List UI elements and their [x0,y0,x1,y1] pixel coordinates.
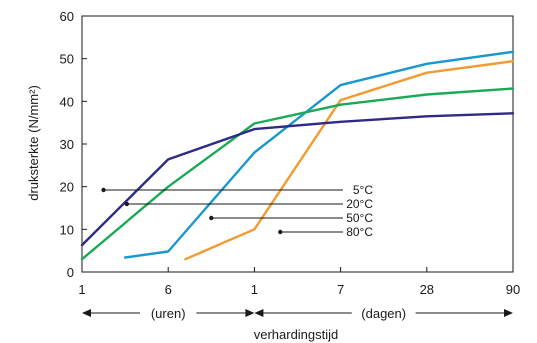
x-tick-label: 1 [251,282,258,297]
leader-dot [278,229,283,235]
series-line-20c [80,87,515,261]
y-tick-label: 10 [60,222,74,237]
y-tick-label: 20 [60,180,74,195]
series-lines [80,50,515,261]
y-tick-label: 60 [60,9,74,24]
x-tick-label: 90 [506,282,520,297]
time-ranges: (uren) (dagen) [82,306,513,321]
range-arrow-left [254,309,264,317]
y-tick-label: 40 [60,94,74,109]
series-line-5c [80,112,515,247]
series-label: 5°C [353,183,373,197]
y-tick-label: 30 [60,137,74,152]
series-line-80c [184,60,515,261]
y-tick-label: 50 [60,52,74,67]
x-axis-title: verhardingstijd [254,327,339,342]
series-labels: 5°C20°C50°C80°C [101,183,373,239]
series-label: 50°C [346,211,373,225]
range-label: (uren) [151,306,186,321]
x-tick-label: 1 [78,282,85,297]
range-arrow-right [245,309,255,317]
x-tick-label: 7 [337,282,344,297]
series-line-50c [123,50,515,259]
x-tick-label: 28 [420,282,434,297]
leader-dot [101,187,106,193]
leader-dot [209,215,214,221]
series-label: 20°C [346,197,373,211]
y-axis-title: druksterkte (N/mm²) [26,85,41,201]
plot-frame [81,15,514,273]
leader-dot [124,201,130,207]
range-arrow-right [504,309,513,317]
x-tick-label: 6 [165,282,172,297]
range-arrow-left [82,309,91,317]
y-tick-label: 0 [67,265,74,280]
range-label: (dagen) [361,306,406,321]
series-label: 80°C [346,225,373,239]
